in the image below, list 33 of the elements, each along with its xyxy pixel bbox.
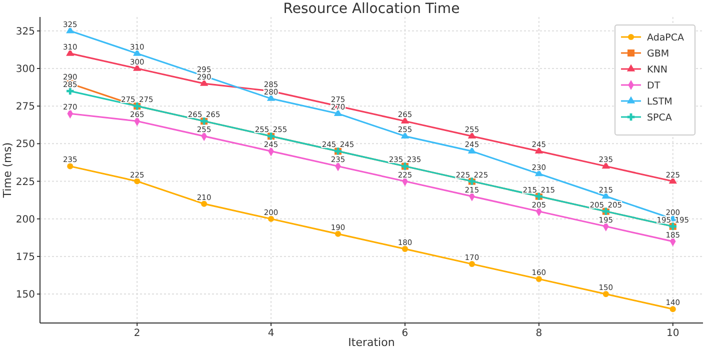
legend-label: SPCA bbox=[647, 112, 672, 124]
y-tick-label: 275 bbox=[16, 102, 35, 113]
x-tick-label: 6 bbox=[402, 328, 408, 339]
x-tick-label: 8 bbox=[536, 328, 542, 339]
point bbox=[67, 163, 74, 170]
x-tick-label: 4 bbox=[268, 328, 274, 339]
legend-label: AdaPCA bbox=[647, 32, 685, 44]
legend-label: DT bbox=[647, 80, 660, 92]
x-tick-label: 2 bbox=[134, 328, 140, 339]
y-tick-label: 150 bbox=[16, 290, 35, 301]
point bbox=[134, 178, 140, 184]
y-tick-label: 200 bbox=[16, 214, 35, 226]
x-axis-title: Iteration bbox=[348, 336, 395, 348]
point bbox=[201, 200, 208, 207]
y-axis-title: Time (ms) bbox=[1, 142, 14, 199]
point bbox=[334, 230, 342, 237]
point bbox=[602, 291, 609, 298]
legend-label: KNN bbox=[647, 64, 668, 76]
y-tick-label: 225 bbox=[16, 176, 35, 188]
legend-label: GBM bbox=[647, 48, 670, 60]
legend-label: LSTM bbox=[647, 96, 672, 108]
y-tick-label: 175 bbox=[16, 252, 35, 263]
point bbox=[66, 87, 74, 95]
point bbox=[268, 216, 274, 222]
point bbox=[402, 246, 408, 252]
y-tick-label: 250 bbox=[16, 139, 35, 150]
point bbox=[468, 260, 475, 267]
point bbox=[670, 306, 676, 312]
x-tick-label: 10 bbox=[666, 328, 680, 339]
chart-title: Resource Allocation Time bbox=[283, 1, 460, 17]
point bbox=[536, 276, 542, 282]
y-tick-label: 300 bbox=[16, 64, 35, 75]
y-tick-label: 325 bbox=[16, 26, 35, 38]
